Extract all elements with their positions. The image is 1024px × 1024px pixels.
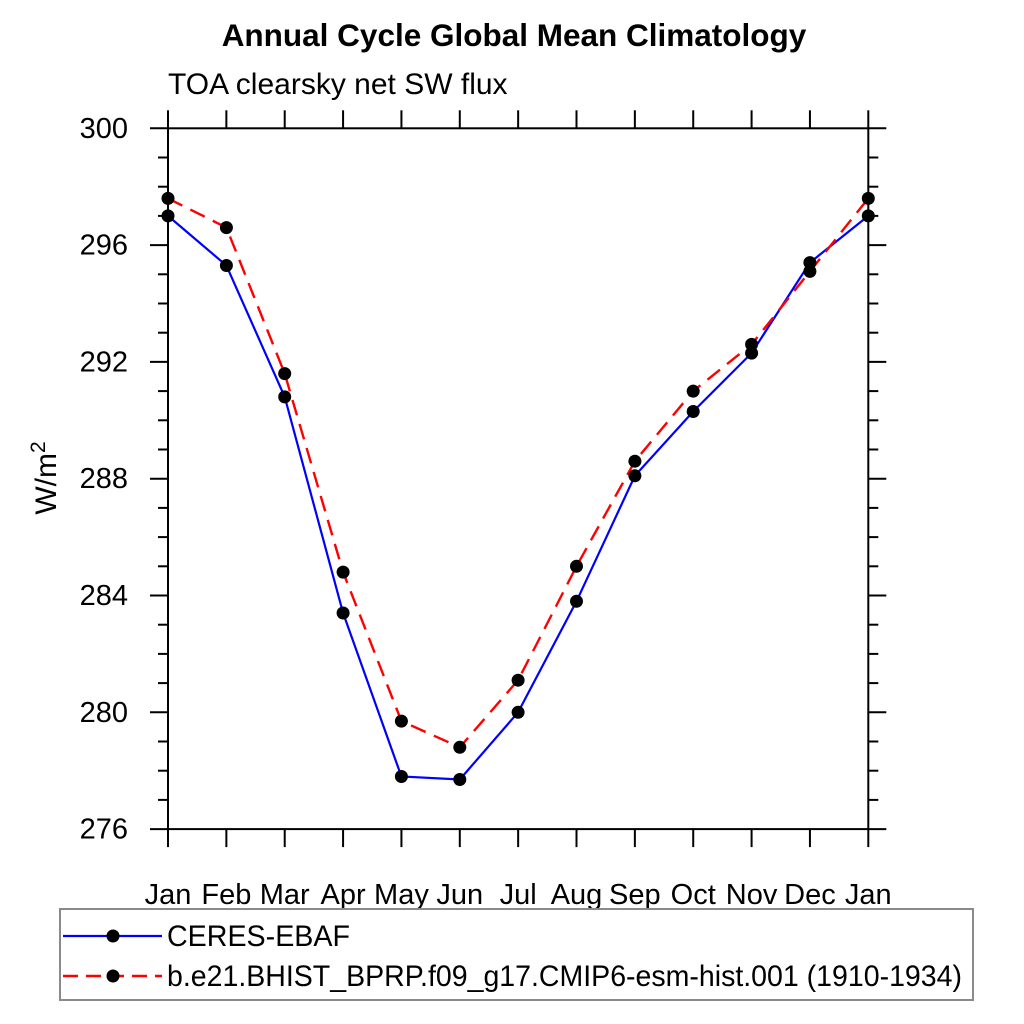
x-tick-label: Mar <box>260 879 310 911</box>
data-point-marker-s0-Apr <box>336 606 350 620</box>
data-point-marker-s0-Feb <box>219 259 233 272</box>
data-point-marker-s1-Sep <box>628 454 642 468</box>
data-point-marker-s0-Jan <box>861 209 875 223</box>
data-point-marker-s0-Oct <box>686 405 700 418</box>
data-point-marker-s1-Jun <box>453 740 467 754</box>
legend-entry-model-run: b.e21.BHIST_BPRP.f09_g17.CMIP6-esm-hist.… <box>167 960 962 993</box>
y-axis-label: W/m2 <box>27 441 63 514</box>
data-point-marker-s1-Aug <box>570 559 583 573</box>
series-line-0 <box>167 215 869 781</box>
data-point-marker-s1-Jan <box>861 191 875 205</box>
x-tick-label: Jul <box>500 879 537 911</box>
x-tick-label: May <box>374 879 429 911</box>
data-point-marker-s0-Jul <box>511 705 525 719</box>
data-point-marker-s1-Mar <box>278 367 292 381</box>
data-point-marker-s0-Jan <box>161 209 175 223</box>
plot-area: 276 280 284 288 292 296 300 Jan Feb Mar Apr May Jun J… <box>80 110 892 911</box>
x-tick-label: Jan <box>145 879 192 911</box>
x-tick-label: Nov <box>726 879 778 911</box>
legend-entry-ceres-ebaf: CERES-EBAF <box>167 920 350 953</box>
x-tick-label: Oct <box>671 879 716 911</box>
y-tick-label: 292 <box>80 346 128 378</box>
x-tick-label: Sep <box>609 879 661 911</box>
y-tick-label: 300 <box>80 113 128 145</box>
x-tick-label: Feb <box>201 879 251 911</box>
legend-marker-dot-icon <box>106 969 120 983</box>
legend-marker-dot-icon <box>106 929 120 943</box>
chart-title: Annual Cycle Global Mean Climatology <box>222 17 807 53</box>
data-point-marker-s0-Sep <box>628 469 642 483</box>
data-point-marker-s1-Dec <box>803 264 817 278</box>
axis-frame <box>167 127 870 831</box>
x-tick-label: Aug <box>551 879 603 911</box>
data-point-marker-s1-Feb <box>219 221 233 235</box>
y-tick-label: 280 <box>80 697 128 729</box>
data-point-marker-s0-Mar <box>278 390 292 404</box>
x-tick-label: Apr <box>321 879 366 911</box>
data-point-marker-s0-Jun <box>453 773 467 786</box>
data-point-marker-s0-May <box>394 770 408 783</box>
data-point-marker-s1-Apr <box>336 565 350 579</box>
data-point-marker-s0-Aug <box>570 594 583 608</box>
data-point-marker-s1-Oct <box>686 384 700 398</box>
series-line-1 <box>167 197 870 749</box>
data-point-marker-s1-Nov <box>745 337 759 351</box>
data-point-marker-s1-Jan <box>161 191 175 205</box>
y-tick-label: 284 <box>80 580 128 612</box>
legend: CERES-EBAF b.e21.BHIST_BPRP.f09_g17.CMIP… <box>59 908 974 1001</box>
data-point-marker-s1-Jul <box>511 673 525 687</box>
x-tick-label: Jan <box>845 879 892 911</box>
chart-subtitle: TOA clearsky net SW flux <box>168 68 508 101</box>
y-tick-label: 288 <box>80 463 128 495</box>
data-point-marker-s1-May <box>394 714 408 728</box>
legend-box <box>59 908 974 1001</box>
x-tick-label: Jun <box>436 879 483 911</box>
x-tick-label: Dec <box>784 879 836 911</box>
y-tick-label: 296 <box>80 230 128 262</box>
y-tick-label: 276 <box>80 814 128 846</box>
